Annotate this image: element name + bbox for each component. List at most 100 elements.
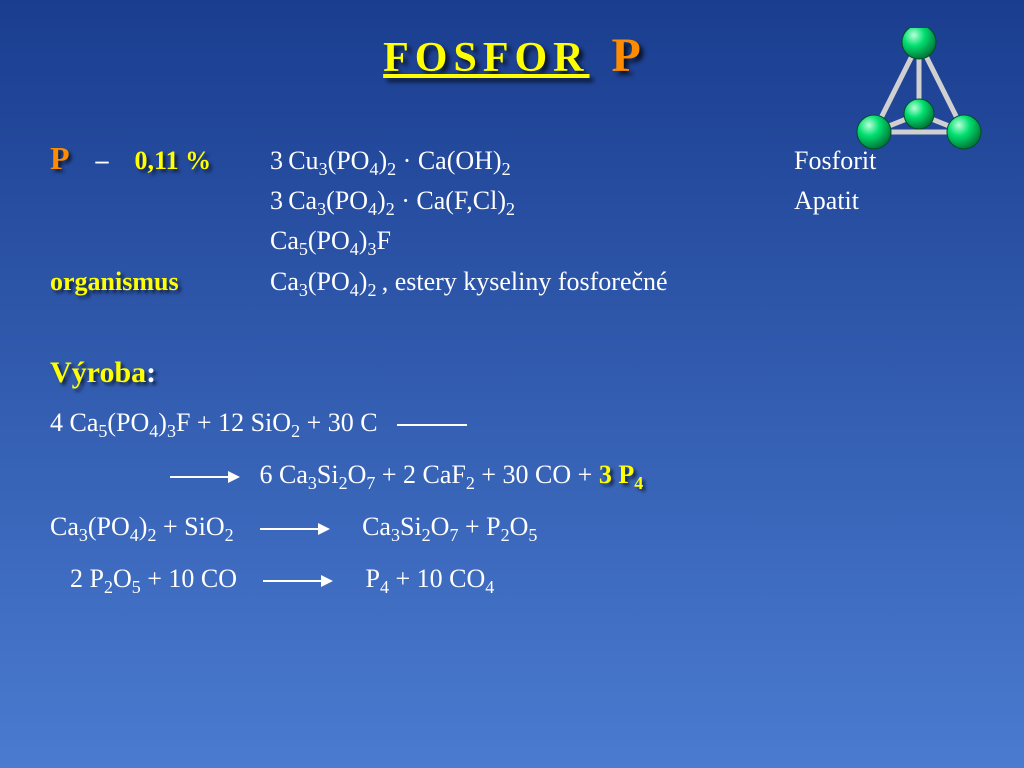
abundance: P – 0,11 %	[50, 140, 270, 177]
s: 2	[387, 159, 396, 179]
formula-apatit: 3 Ca3(PO4)2 · Ca(F,Cl)2	[270, 186, 794, 220]
s: 4	[350, 280, 359, 300]
dot: ·	[396, 146, 418, 175]
p4-sub: 4	[634, 473, 643, 493]
arrow-icon	[397, 418, 467, 432]
f: Ca	[50, 512, 79, 541]
f: + 30 CO +	[475, 460, 599, 489]
s: 2	[501, 525, 510, 545]
row-apatit: 3 Ca3(PO4)2 · Ca(F,Cl)2 Apatit	[50, 186, 974, 220]
s: 2	[291, 421, 300, 441]
s: 3	[299, 280, 308, 300]
title-symbol: P	[612, 28, 641, 83]
s: 2	[225, 525, 234, 545]
s: 2	[506, 199, 515, 219]
f: + 2 CaF	[375, 460, 466, 489]
organism-label-wrap: organismus	[50, 267, 270, 297]
heading-text: Výroba	[50, 356, 146, 389]
content-area: P – 0,11 % 3 Cu3(PO4)2 · Ca(OH)2 Fosfori…	[50, 140, 974, 617]
row-organismus: organismus Ca3(PO4)2 , estery kyseliny f…	[50, 267, 974, 301]
mineral-name: Fosforit	[794, 146, 974, 176]
formula-organism: Ca3(PO4)2 , estery kyseliny fosforečné	[270, 267, 974, 301]
mineral-name: Apatit	[794, 186, 974, 216]
coef: 3	[270, 186, 283, 215]
arrow-icon	[263, 574, 333, 588]
f: O	[348, 460, 367, 489]
equation-1-rhs: 6 Ca3Si2O7 + 2 CaF2 + 30 CO + 3 P4	[50, 460, 974, 494]
f: F	[376, 226, 390, 255]
s: 2	[339, 473, 348, 493]
s: 3	[391, 525, 400, 545]
f: Si	[317, 460, 339, 489]
f: 4 Ca	[50, 408, 98, 437]
formula-fosforit: 3 Cu3(PO4)2 · Ca(OH)2	[270, 146, 794, 180]
dot: ·	[395, 186, 417, 215]
f: (PO	[328, 146, 370, 175]
s: 5	[528, 525, 537, 545]
equation-2: Ca3(PO4)2 + SiO2 Ca3Si2O7 + P2O5	[50, 512, 974, 546]
section-heading: Výroba:	[50, 356, 974, 390]
s: 2	[104, 578, 113, 598]
f: Ca	[362, 512, 391, 541]
f: F + 12 SiO	[176, 408, 291, 437]
molecule-diagram	[854, 28, 984, 158]
f: + 10 CO	[389, 564, 485, 593]
element-symbol: P	[50, 140, 70, 176]
formula-fluorapatit: Ca5(PO4)3F	[270, 226, 794, 260]
s: 4	[350, 240, 359, 260]
equation-3: 2 P2O5 + 10 CO P4 + 10 CO4	[50, 564, 974, 598]
organism-label: organismus	[50, 267, 179, 296]
s: 5	[299, 240, 308, 260]
f: )	[378, 146, 387, 175]
f: Ca	[270, 267, 299, 296]
p4: P	[618, 460, 634, 489]
s: 3	[319, 159, 328, 179]
organism-text: , estery kyseliny fosforečné	[382, 267, 668, 296]
f: 6 Ca	[260, 460, 308, 489]
f: O	[113, 564, 132, 593]
colon: :	[146, 356, 156, 389]
arrow-icon	[260, 522, 330, 536]
f: + 10 CO	[141, 564, 237, 593]
f: P	[366, 564, 380, 593]
f: Si	[400, 512, 422, 541]
tetrahedron-icon	[854, 28, 984, 158]
s: 4	[130, 525, 139, 545]
s: 2	[386, 199, 395, 219]
f: Ca(F,Cl)	[416, 186, 506, 215]
s: 2	[502, 159, 511, 179]
f: 2 P	[70, 564, 104, 593]
coef: 3	[270, 146, 283, 175]
f: Ca(OH)	[418, 146, 502, 175]
f: + P	[458, 512, 500, 541]
s: 4	[485, 578, 494, 598]
f: + SiO	[156, 512, 224, 541]
s: 2	[422, 525, 431, 545]
f: Cu	[288, 146, 318, 175]
f: (PO	[308, 267, 350, 296]
s: 4	[380, 578, 389, 598]
f: (PO	[326, 186, 368, 215]
f: (PO	[88, 512, 130, 541]
f: (PO	[308, 226, 350, 255]
s: 4	[368, 199, 377, 219]
s: 3	[167, 421, 176, 441]
s: 3	[317, 199, 326, 219]
f: (PO	[107, 408, 149, 437]
equation-1-lhs: 4 Ca5(PO4)3F + 12 SiO2 + 30 C	[50, 408, 974, 442]
s: 3	[79, 525, 88, 545]
s: 3	[308, 473, 317, 493]
s: 2	[466, 473, 475, 493]
row-fosforit: P – 0,11 % 3 Cu3(PO4)2 · Ca(OH)2 Fosfori…	[50, 140, 974, 180]
arrow-icon	[170, 470, 240, 484]
percent-value: 0,11 %	[135, 146, 212, 175]
s: 4	[149, 421, 158, 441]
row-fluorapatit: Ca5(PO4)3F	[50, 226, 974, 260]
f: Ca	[270, 226, 299, 255]
title-main: FOSFOR	[383, 34, 589, 82]
f: O	[431, 512, 450, 541]
f: + 30 C	[300, 408, 378, 437]
f: )	[377, 186, 386, 215]
dash: –	[96, 146, 109, 175]
p4-coef: 3	[599, 460, 619, 489]
